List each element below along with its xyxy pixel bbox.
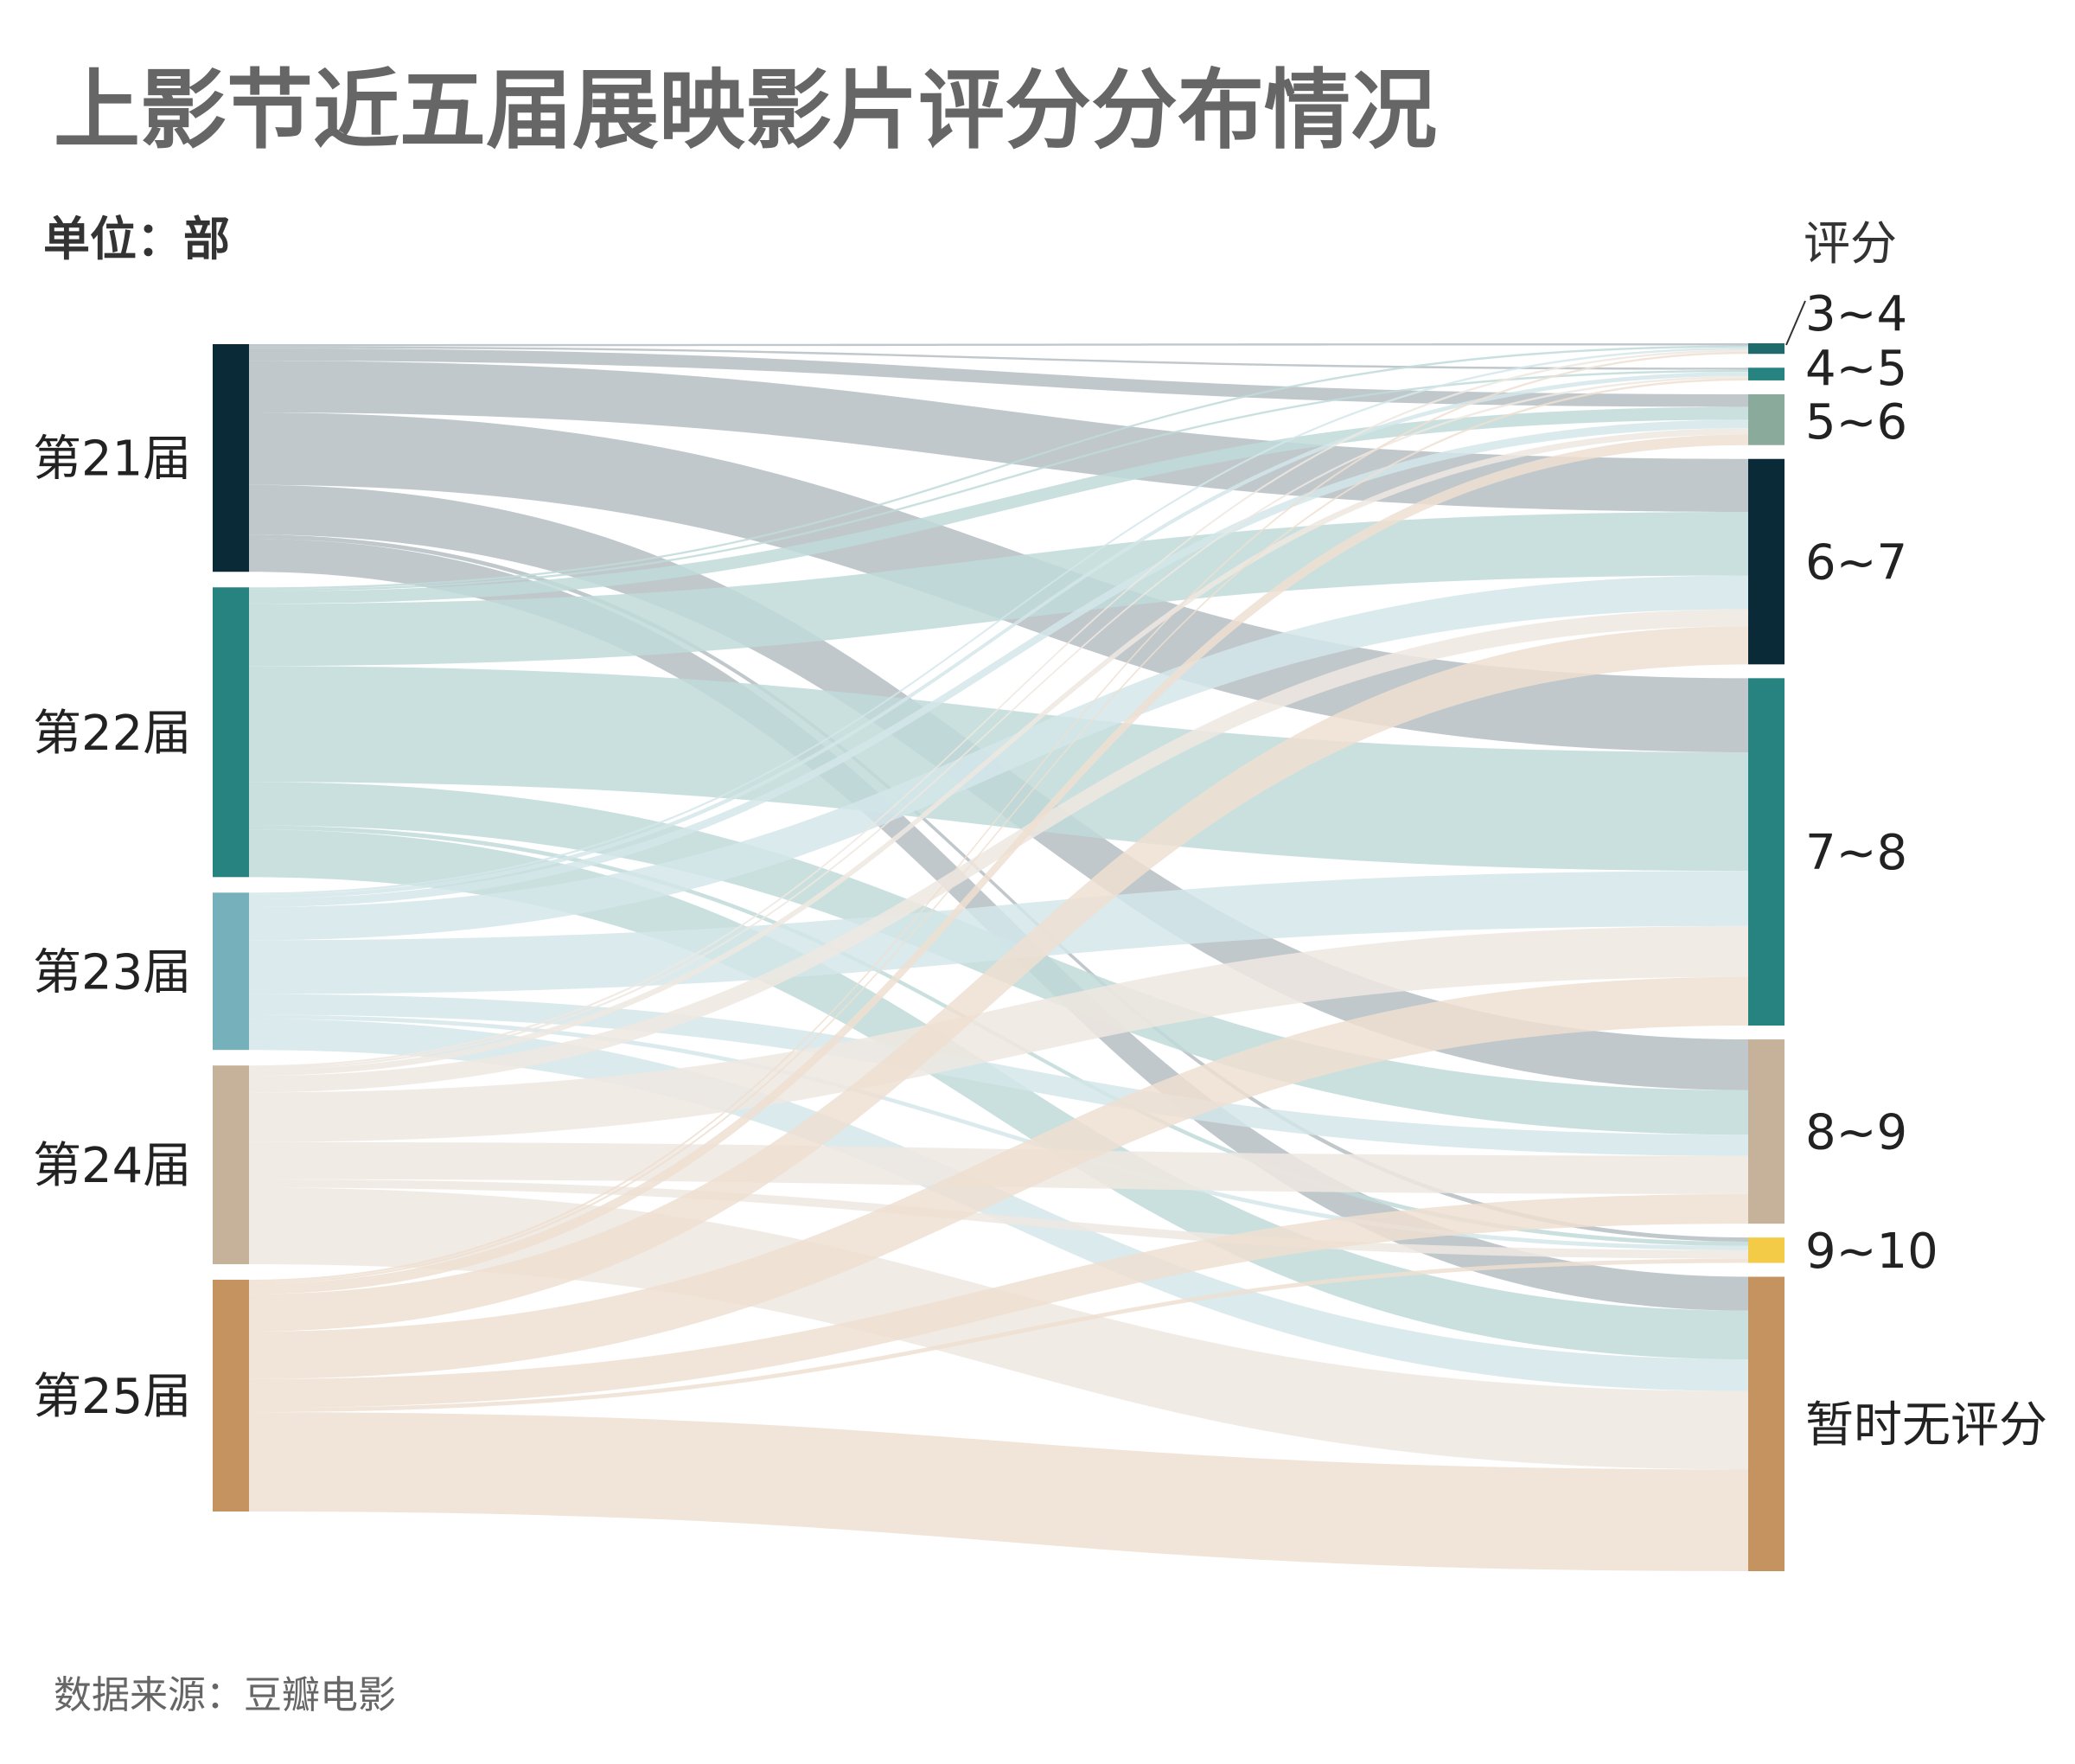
- data-source: 数据来源：豆瓣电影: [54, 1673, 396, 1717]
- target-node-7: [1748, 1237, 1784, 1263]
- target-node-3: [1748, 393, 1784, 445]
- target-label-8: 暂时无评分: [1805, 1397, 2047, 1454]
- link-3-6: [249, 994, 1748, 1156]
- target-node-6: [1748, 1039, 1784, 1224]
- link-2-1: [249, 345, 1748, 590]
- source-node-3: [213, 892, 249, 1051]
- link-5-1: [249, 351, 1748, 1282]
- link-5-2: [249, 378, 1748, 1284]
- unit-label: 单位：部: [43, 212, 230, 266]
- link-4-1: [249, 349, 1748, 1068]
- link-3-4: [249, 575, 1748, 941]
- target-node-5: [1748, 678, 1784, 1026]
- target-label-6: 8~9: [1805, 1105, 1907, 1161]
- target-node-8: [1748, 1276, 1784, 1571]
- link-2-8: [249, 829, 1748, 1360]
- source-node-4: [213, 1065, 249, 1264]
- source-node-2: [213, 587, 249, 878]
- link-3-5: [249, 871, 1748, 994]
- chart-title: 上影节近五届展映影片评分分布情况: [54, 60, 1437, 161]
- link-4-7: [249, 1179, 1748, 1259]
- target-label-5: 7~8: [1805, 825, 1907, 881]
- link-1-2: [249, 346, 1748, 370]
- links-group: [249, 343, 1748, 1571]
- source-label-3: 第23届: [33, 944, 191, 1000]
- target-label-2: 4~5: [1805, 341, 1907, 397]
- link-1-3: [249, 348, 1748, 407]
- link-3-3: [249, 419, 1748, 908]
- link-4-4: [249, 609, 1748, 1093]
- leader-line: [1785, 300, 1806, 346]
- link-2-2: [249, 369, 1748, 592]
- source-label-5: 第25届: [33, 1369, 191, 1425]
- source-label-2: 第22届: [33, 706, 191, 762]
- target-label-3: 5~6: [1805, 394, 1907, 451]
- source-label-4: 第24届: [33, 1138, 191, 1194]
- link-5-6: [249, 1193, 1748, 1409]
- link-4-3: [249, 428, 1748, 1077]
- link-5-5: [249, 976, 1748, 1379]
- right-axis-title: 评分: [1804, 216, 1897, 271]
- target-label-7: 9~10: [1805, 1224, 1938, 1280]
- link-2-3: [249, 406, 1748, 604]
- link-5-3: [249, 434, 1748, 1294]
- target-label-4: 6~7: [1805, 535, 1907, 591]
- link-5-8: [249, 1412, 1748, 1571]
- target-node-2: [1748, 368, 1784, 380]
- link-3-2: [249, 372, 1748, 899]
- link-3-7: [249, 1014, 1748, 1250]
- source-node-1: [213, 344, 249, 572]
- target-label-1: 3~4: [1805, 286, 1907, 342]
- link-1-1: [249, 343, 1748, 347]
- link-4-5: [249, 925, 1748, 1142]
- link-3-8: [249, 1019, 1748, 1391]
- link-1-7: [249, 534, 1748, 1243]
- target-node-4: [1748, 458, 1784, 665]
- link-4-2: [249, 376, 1748, 1070]
- link-5-7: [249, 1258, 1748, 1413]
- source-node-5: [213, 1279, 249, 1512]
- link-5-4: [249, 626, 1748, 1332]
- link-3-1: [249, 347, 1748, 895]
- target-node-1: [1748, 343, 1784, 355]
- source-label-1: 第21届: [33, 431, 191, 488]
- link-2-4: [249, 511, 1748, 667]
